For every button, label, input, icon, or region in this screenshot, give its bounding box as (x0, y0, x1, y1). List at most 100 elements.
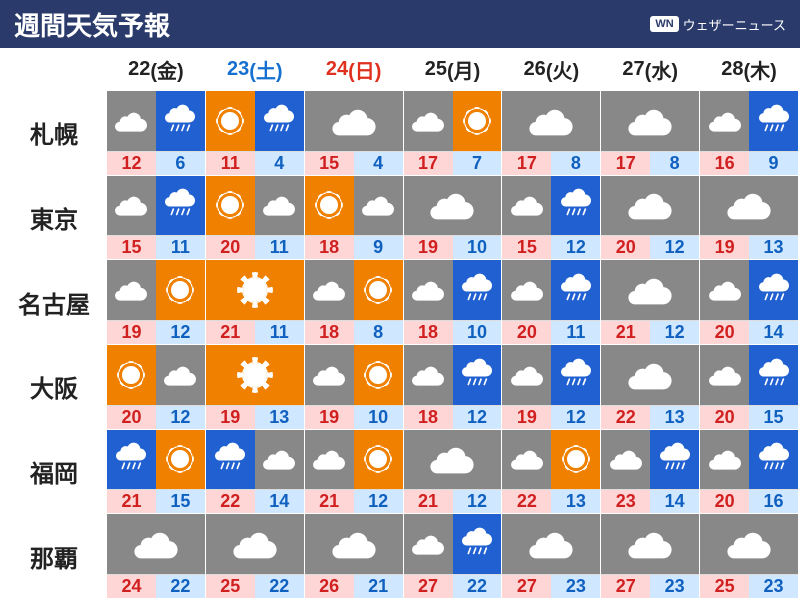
temp-high: 21 (305, 490, 354, 513)
temp-low: 12 (156, 406, 205, 429)
temps: 1913 (700, 235, 798, 259)
temp-high: 20 (700, 406, 749, 429)
forecast-cell: 1912 (107, 260, 205, 344)
temp-high: 24 (107, 575, 156, 598)
temp-low: 23 (749, 575, 798, 598)
temp-low: 12 (650, 236, 699, 259)
weather-icon (206, 514, 304, 574)
day-num: 23 (227, 58, 249, 81)
temp-high: 11 (206, 152, 255, 175)
temp-low: 8 (551, 152, 600, 175)
forecast-cell: 169 (700, 91, 798, 175)
forecast-cell: 1810 (404, 260, 502, 344)
day-header: 23(土) (206, 48, 304, 90)
weather-icon (305, 430, 403, 490)
forecast-cell: 1512 (502, 176, 600, 260)
city-header: 東京 (2, 176, 106, 260)
day-header: 27(水) (601, 48, 699, 90)
temp-low: 12 (551, 236, 600, 259)
temp-low: 21 (354, 575, 403, 598)
temps: 178 (502, 151, 600, 175)
temp-high: 20 (107, 406, 156, 429)
temp-high: 19 (700, 236, 749, 259)
temp-low: 12 (650, 321, 699, 344)
temp-low: 14 (749, 321, 798, 344)
temps: 2621 (305, 574, 403, 598)
temp-low: 12 (354, 490, 403, 513)
temp-high: 27 (404, 575, 453, 598)
temp-low: 23 (650, 575, 699, 598)
temps: 2723 (502, 574, 600, 598)
weather-icon (107, 345, 205, 405)
temp-low: 8 (650, 152, 699, 175)
temp-high: 22 (206, 490, 255, 513)
temp-high: 18 (404, 321, 453, 344)
forecast-cell: 1511 (107, 176, 205, 260)
weather-icon (502, 430, 600, 490)
forecast-cell: 2011 (502, 260, 600, 344)
temp-low: 22 (453, 575, 502, 598)
temp-high: 20 (700, 490, 749, 513)
weather-icon (502, 176, 600, 236)
weather-icon (601, 430, 699, 490)
weather-icon (601, 176, 699, 236)
temp-high: 18 (305, 236, 354, 259)
temps: 188 (305, 320, 403, 344)
forecast-cell: 154 (305, 91, 403, 175)
temp-high: 20 (206, 236, 255, 259)
temps: 1913 (206, 405, 304, 429)
brand-logo: WN ウェザーニュース (650, 15, 786, 34)
city-header: 大阪 (2, 345, 106, 429)
temp-high: 18 (404, 406, 453, 429)
temp-high: 27 (502, 575, 551, 598)
weather-icon (700, 176, 798, 236)
temp-high: 19 (404, 236, 453, 259)
temps: 2112 (305, 489, 403, 513)
day-header: 25(月) (404, 48, 502, 90)
temp-low: 10 (453, 236, 502, 259)
day-dow: (金) (150, 55, 183, 84)
forecast-cell: 2722 (404, 514, 502, 598)
forecast-cell: 126 (107, 91, 205, 175)
day-dow: (火) (546, 55, 579, 84)
temp-low: 12 (453, 406, 502, 429)
temp-high: 18 (305, 321, 354, 344)
temp-high: 19 (305, 406, 354, 429)
day-num: 24 (326, 58, 348, 81)
temp-high: 20 (502, 321, 551, 344)
temp-low: 22 (255, 575, 304, 598)
weather-icon (601, 345, 699, 405)
temp-high: 19 (206, 406, 255, 429)
temp-low: 9 (354, 236, 403, 259)
day-dow: (水) (645, 55, 678, 84)
temp-high: 12 (107, 152, 156, 175)
forecast-cell: 2214 (206, 430, 304, 514)
weather-icon (502, 345, 600, 405)
temp-high: 23 (601, 490, 650, 513)
day-header: 22(金) (107, 48, 205, 90)
weather-icon (404, 176, 502, 236)
temps: 2112 (601, 320, 699, 344)
temps: 154 (305, 151, 403, 175)
forecast-cell: 178 (601, 91, 699, 175)
temp-high: 21 (107, 490, 156, 513)
temp-low: 22 (156, 575, 205, 598)
city-header: 札幌 (2, 91, 106, 175)
temp-high: 15 (502, 236, 551, 259)
forecast-cell: 2012 (601, 176, 699, 260)
weather-icon (206, 345, 304, 405)
day-num: 28 (721, 58, 743, 81)
forecast-cell: 2523 (700, 514, 798, 598)
weather-icon (700, 260, 798, 320)
forecast-cell: 2621 (305, 514, 403, 598)
forecast-cell: 178 (502, 91, 600, 175)
temps: 2213 (502, 489, 600, 513)
temp-high: 17 (404, 152, 453, 175)
weather-icon (206, 430, 304, 490)
forecast-cell: 2213 (601, 345, 699, 429)
temps: 1910 (404, 235, 502, 259)
day-num: 22 (128, 58, 150, 81)
weather-icon (700, 345, 798, 405)
temps: 2012 (601, 235, 699, 259)
temps: 1810 (404, 320, 502, 344)
